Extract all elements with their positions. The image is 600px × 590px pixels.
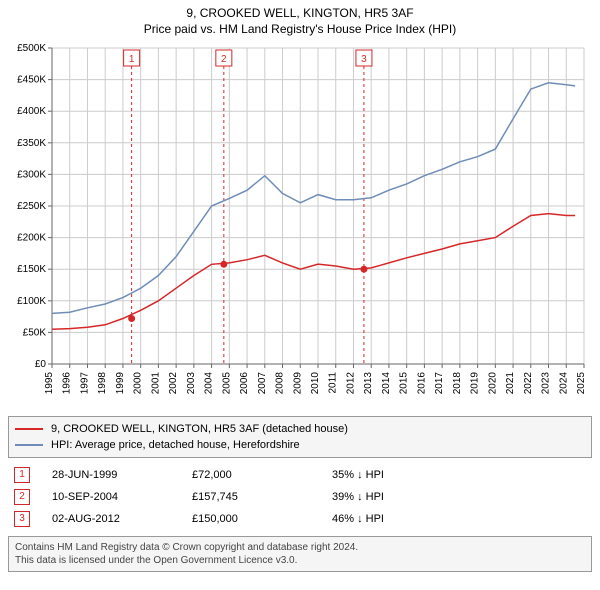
callout-price: £157,745: [186, 486, 326, 508]
y-axis-label: £450K: [17, 75, 46, 86]
x-axis-label: 2015: [399, 372, 410, 395]
legend-swatch-icon: [15, 428, 43, 430]
legend-swatch-icon: [15, 444, 43, 446]
x-axis-label: 2013: [363, 372, 374, 395]
x-axis-label: 2021: [505, 372, 516, 395]
y-axis-label: £150K: [17, 264, 46, 275]
x-axis-label: 2001: [150, 372, 161, 395]
callout-table: 1 28-JUN-1999 £72,000 35% ↓ HPI 2 10-SEP…: [8, 464, 592, 530]
y-axis-label: £0: [35, 359, 47, 370]
attribution-footer: Contains HM Land Registry data © Crown c…: [8, 536, 592, 572]
x-axis-label: 1995: [44, 372, 55, 395]
x-axis-label: 2004: [204, 372, 215, 395]
x-axis-label: 2009: [292, 372, 303, 395]
callout-date: 10-SEP-2004: [46, 486, 186, 508]
footer-line: This data is licensed under the Open Gov…: [15, 554, 585, 567]
x-axis-label: 1996: [62, 372, 73, 395]
x-axis-label: 2006: [239, 372, 250, 395]
x-axis-label: 2012: [345, 372, 356, 395]
x-axis-label: 2022: [523, 372, 534, 395]
callout-badge: 3: [14, 511, 30, 527]
x-axis-label: 2010: [310, 372, 321, 395]
legend-label: HPI: Average price, detached house, Here…: [51, 439, 300, 451]
x-axis-label: 2007: [257, 372, 268, 395]
callout-delta: 46% ↓ HPI: [326, 508, 592, 530]
chart-svg: £0 £50K £100K £150K £200K £250K £300K £350K £400…: [8, 40, 592, 410]
callout-delta: 35% ↓ HPI: [326, 464, 592, 486]
callout-date: 02-AUG-2012: [46, 508, 186, 530]
chart-title: 9, CROOKED WELL, KINGTON, HR5 3AF: [8, 6, 592, 20]
marker-dot: [360, 266, 367, 273]
callout-delta: 39% ↓ HPI: [326, 486, 592, 508]
y-axis-label: £200K: [17, 233, 46, 244]
y-axis-label: £500K: [17, 43, 46, 54]
y-axis-label: £350K: [17, 138, 46, 149]
x-axis-label: 2005: [221, 372, 232, 395]
legend-box: 9, CROOKED WELL, KINGTON, HR5 3AF (detac…: [8, 416, 592, 458]
x-axis-label: 1999: [115, 372, 126, 395]
chart-plot-area: £0 £50K £100K £150K £200K £250K £300K £350K £400…: [8, 40, 592, 410]
y-axis-label: £50K: [23, 327, 47, 338]
x-axis-label: 2016: [416, 372, 427, 395]
y-axis-label: £400K: [17, 106, 46, 117]
marker-dot: [220, 261, 227, 268]
svg-text:1: 1: [129, 54, 135, 65]
footer-line: Contains HM Land Registry data © Crown c…: [15, 541, 585, 554]
x-axis-label: 2008: [275, 372, 286, 395]
x-axis-label: 2018: [452, 372, 463, 395]
x-axis-label: 1998: [97, 372, 108, 395]
x-axis-label: 2020: [487, 372, 498, 395]
x-axis-label: 1997: [79, 372, 90, 395]
y-axis-label: £250K: [17, 201, 46, 212]
callout-price: £150,000: [186, 508, 326, 530]
callout-row: 2 10-SEP-2004 £157,745 39% ↓ HPI: [8, 486, 592, 508]
y-axis-label: £100K: [17, 296, 46, 307]
x-axis-label: 2011: [328, 372, 339, 394]
x-axis-label: 2023: [541, 372, 552, 395]
x-axis-label: 2000: [133, 372, 144, 395]
x-axis-label: 2017: [434, 372, 445, 395]
callout-badge: 1: [14, 467, 30, 483]
callout-row: 3 02-AUG-2012 £150,000 46% ↓ HPI: [8, 508, 592, 530]
x-axis-label: 2002: [168, 372, 179, 395]
y-axis-label: £300K: [17, 169, 46, 180]
legend-label: 9, CROOKED WELL, KINGTON, HR5 3AF (detac…: [51, 423, 348, 435]
legend-item: HPI: Average price, detached house, Here…: [15, 437, 585, 453]
svg-text:2: 2: [221, 54, 227, 65]
svg-text:3: 3: [361, 54, 367, 65]
x-axis-label: 2019: [470, 372, 481, 395]
legend-item: 9, CROOKED WELL, KINGTON, HR5 3AF (detac…: [15, 421, 585, 437]
x-axis-label: 2024: [558, 372, 569, 395]
chart-container: 9, CROOKED WELL, KINGTON, HR5 3AF Price …: [0, 0, 600, 578]
callout-badge: 2: [14, 489, 30, 505]
x-axis-label: 2025: [576, 372, 587, 395]
callout-row: 1 28-JUN-1999 £72,000 35% ↓ HPI: [8, 464, 592, 486]
chart-subtitle: Price paid vs. HM Land Registry's House …: [8, 22, 592, 36]
marker-dot: [128, 315, 135, 322]
x-axis-label: 2014: [381, 372, 392, 395]
callout-price: £72,000: [186, 464, 326, 486]
x-axis-label: 2003: [186, 372, 197, 395]
callout-date: 28-JUN-1999: [46, 464, 186, 486]
